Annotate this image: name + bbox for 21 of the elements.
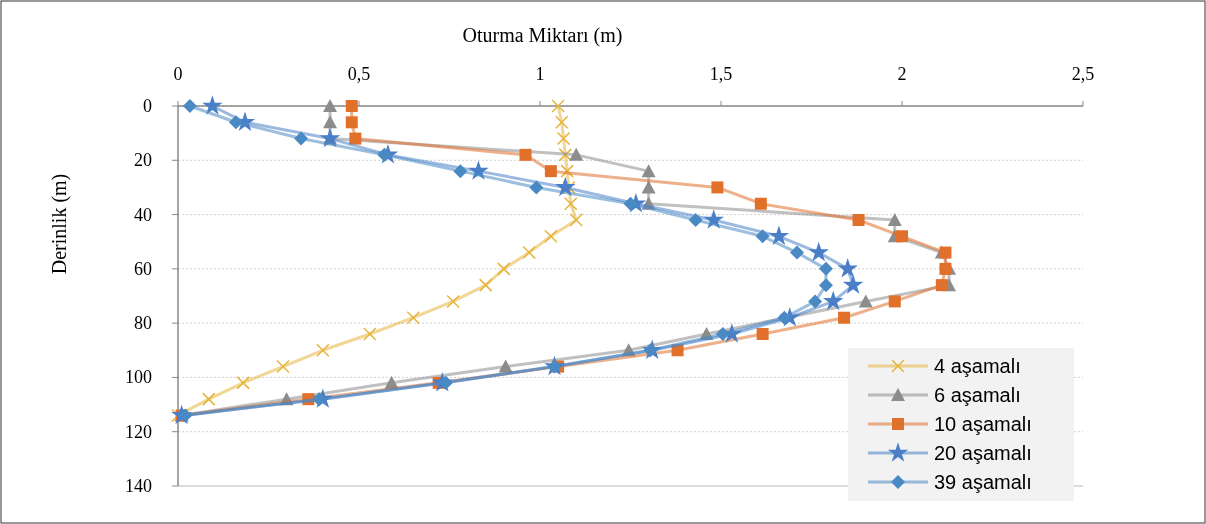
- legend-label: 6 aşamalı: [934, 384, 1021, 406]
- x-tick-label: 1: [535, 64, 545, 84]
- y-tick-label: 140: [125, 476, 152, 496]
- y-tick-label: 80: [134, 313, 152, 334]
- x-tick-label: 0: [173, 64, 183, 84]
- x-tick-label: 0,5: [347, 64, 371, 84]
- legend-label: 39 aşamalı: [934, 471, 1032, 493]
- x-tick-label: 2,5: [1071, 64, 1095, 84]
- y-tick-label: 20: [134, 150, 152, 171]
- x-tick-label: 2: [897, 64, 907, 84]
- y-tick-label: 100: [125, 367, 152, 388]
- legend-label: 20 aşamalı: [934, 442, 1032, 464]
- y-tick-label: 120: [125, 421, 152, 442]
- y-axis-title: Derinlik (m): [48, 173, 71, 275]
- legend-label: 10 aşamalı: [934, 413, 1032, 435]
- legend-label: 4 aşamalı: [934, 355, 1021, 377]
- y-tick-label: 40: [134, 204, 152, 225]
- y-tick-label: 0: [143, 96, 152, 116]
- x-tick-label: 1,5: [709, 64, 733, 84]
- x-axis-title: Oturma Miktarı (m): [462, 24, 623, 47]
- y-tick-label: 60: [134, 258, 152, 279]
